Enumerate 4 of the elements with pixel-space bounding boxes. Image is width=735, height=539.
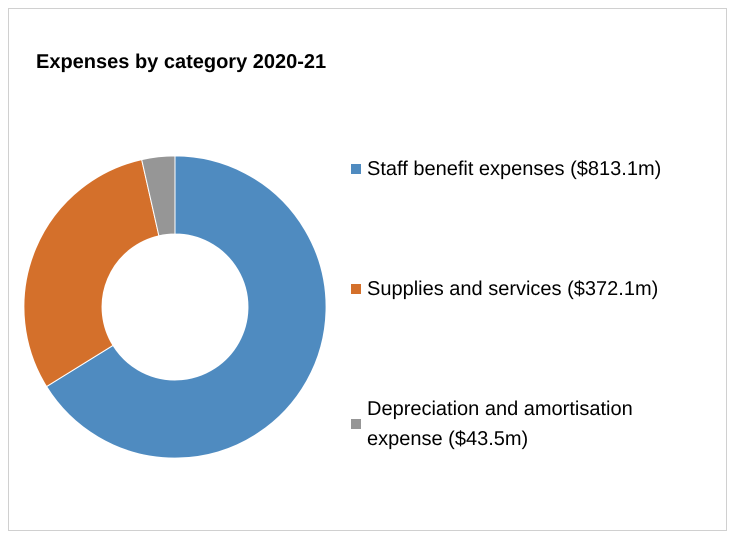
legend-label: Staff benefit expenses ($813.1m)	[367, 158, 662, 180]
legend-label: Depreciation and amortisation expense ($43.5m)	[367, 398, 638, 450]
chart-title: Expenses by category 2020-21	[36, 51, 326, 73]
legend-label: Supplies and services ($372.1m)	[367, 278, 658, 300]
